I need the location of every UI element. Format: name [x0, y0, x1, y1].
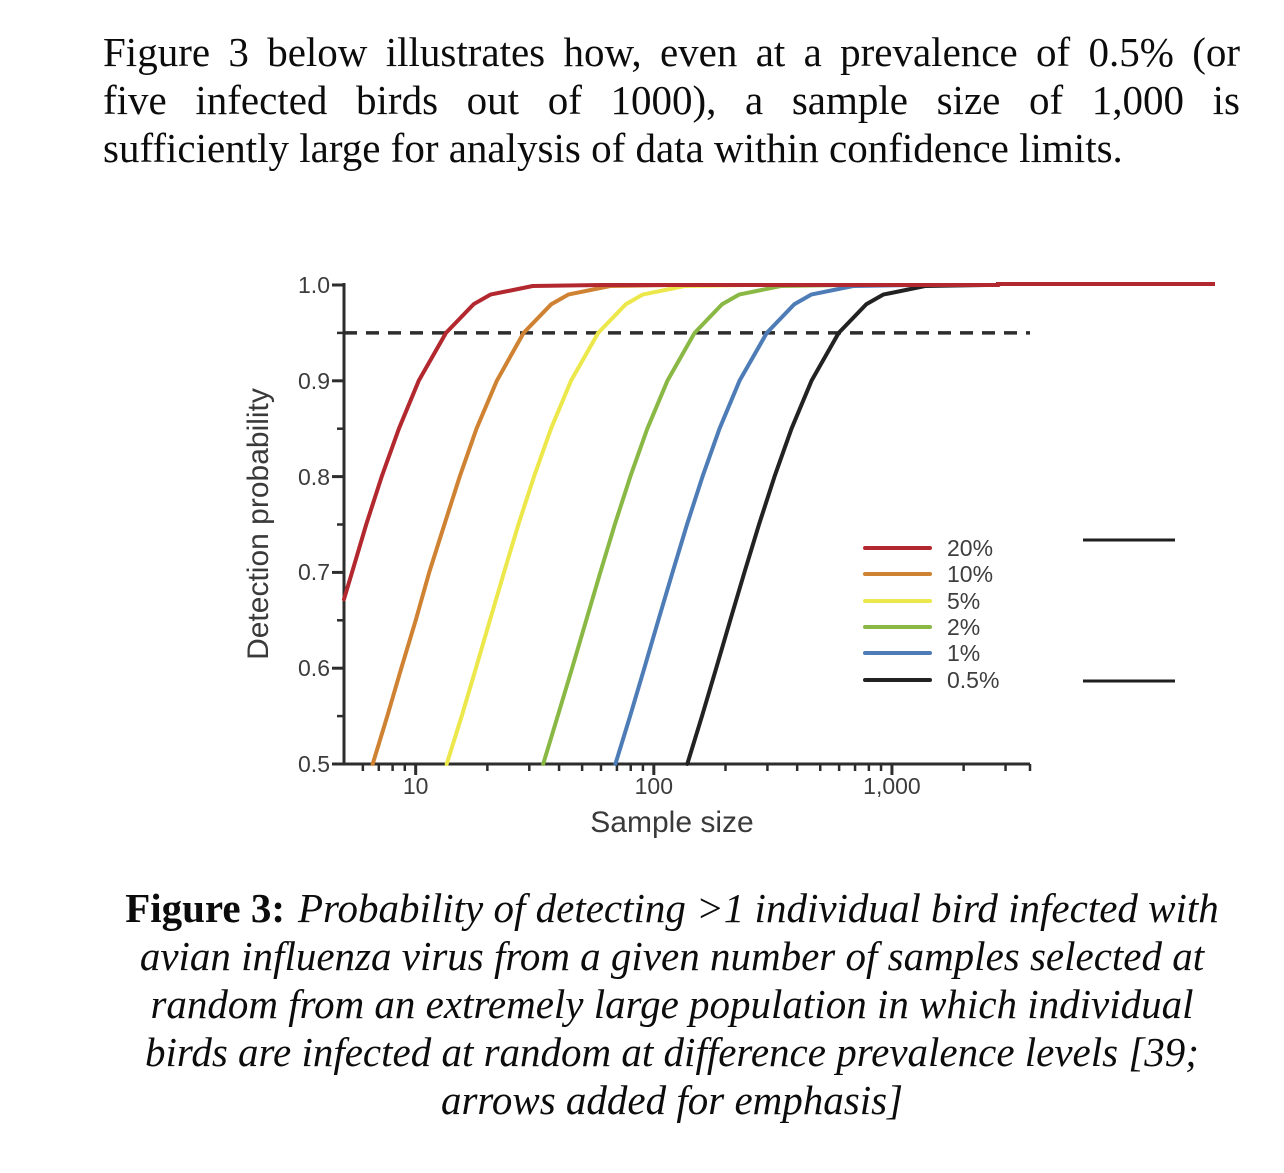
- y-tick-label: 0.6: [298, 655, 330, 682]
- legend-entry-2%: 2%: [863, 614, 999, 640]
- legend-label: 20%: [947, 535, 994, 562]
- legend-line-swatch: [863, 625, 932, 630]
- x-tick-label: 100: [634, 773, 673, 799]
- y-tick-label: 0.7: [298, 559, 330, 586]
- caption-line: arrows added for emphasis]: [440, 1077, 904, 1123]
- x-axis-title: Sample size: [590, 806, 754, 839]
- y-tick-label: 1.0: [298, 272, 330, 298]
- caption-line: avian influenza virus from a given numbe…: [139, 933, 1205, 979]
- legend-label: 2%: [947, 614, 981, 641]
- caption-line: birds are infected at random at differen…: [145, 1029, 1199, 1075]
- curve-20%: [342, 283, 1001, 602]
- curve-5%: [444, 283, 1001, 766]
- y-axis-title: Detection probability: [242, 388, 275, 660]
- caption-line: random from an extremely large populatio…: [150, 981, 1194, 1027]
- paragraph-line: sufficiently large for analysis of data …: [103, 125, 1123, 171]
- y-tick-label: 0.9: [298, 367, 330, 394]
- curve-0.5%: [685, 283, 1001, 766]
- legend-label: 5%: [947, 587, 981, 614]
- legend-line-swatch: [863, 598, 932, 603]
- legend-label: 10%: [947, 561, 994, 588]
- legend-label: 1%: [947, 640, 981, 667]
- legend-entry-1%: 1%: [863, 640, 999, 666]
- curve-10%: [370, 283, 1001, 766]
- intro-paragraph: Figure 3 below illustrates how, even at …: [103, 28, 1240, 172]
- legend-label: 0.5%: [947, 666, 1000, 693]
- curve-1%: [613, 283, 1001, 766]
- legend-line-swatch: [863, 651, 932, 656]
- curve-2%: [541, 283, 1001, 766]
- y-tick-label: 0.8: [298, 463, 330, 490]
- paragraph-line: Figure 3 below illustrates how, even at …: [103, 29, 1240, 75]
- legend-line-swatch: [863, 677, 932, 682]
- legend-entry-20%: 20%: [863, 535, 999, 561]
- x-tick-label: 1,000: [863, 773, 921, 799]
- legend-entry-5%: 5%: [863, 588, 999, 614]
- caption-text: Probability of detecting >1 individual b…: [297, 885, 1219, 931]
- caption-line: Figure 3: Probability of detecting >1 ind…: [72, 884, 1272, 932]
- legend-entry-0.5%: 0.5%: [863, 666, 1000, 693]
- legend-entry-10%: 10%: [863, 561, 999, 587]
- legend: 20% 10% 5% 2% 1% 0.5%: [863, 535, 999, 693]
- legend-line-swatch: [863, 546, 932, 551]
- x-tick-label: 10: [402, 773, 429, 799]
- legend-line-swatch: [863, 572, 932, 577]
- caption-figure-label: Figure 3:: [125, 885, 285, 931]
- figure-caption: Figure 3: Probability of detecting >1 ind…: [72, 884, 1272, 1124]
- paragraph-line: five infected birds out of 1000), a samp…: [103, 77, 1240, 123]
- y-tick-label: 0.5: [298, 751, 330, 777]
